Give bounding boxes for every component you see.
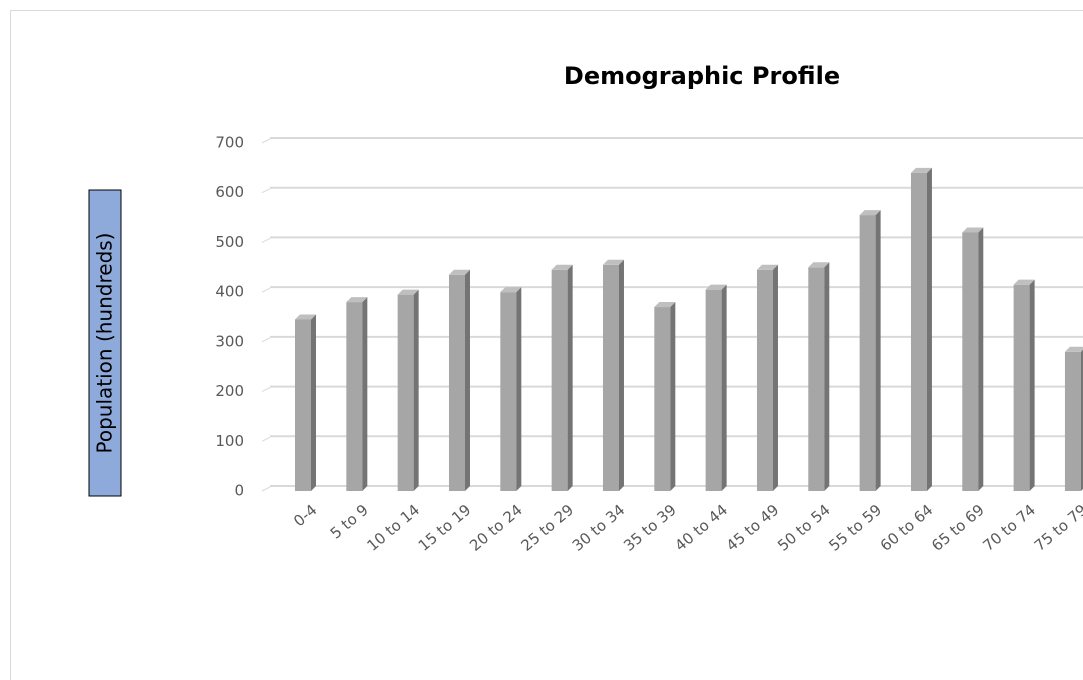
bar-top <box>346 297 368 303</box>
bar-side <box>772 264 778 491</box>
y-tick-label: 500 <box>215 233 244 251</box>
y-tick-label: 600 <box>215 183 244 201</box>
bar-side <box>464 269 470 491</box>
bar-top <box>397 289 419 295</box>
bar-side <box>721 284 727 491</box>
y-axis-label-box <box>88 189 122 497</box>
tick-mark <box>261 138 271 144</box>
bar-front <box>1013 284 1030 491</box>
y-tick-label: 0 <box>234 482 244 500</box>
bar-top <box>654 302 676 308</box>
bar <box>551 264 573 491</box>
bar <box>448 269 470 491</box>
bar <box>705 284 727 491</box>
bar-front <box>346 302 363 491</box>
bar-top <box>756 264 778 270</box>
bar-side <box>875 210 881 492</box>
bar <box>602 259 624 491</box>
bar-front <box>500 292 517 491</box>
chart-frame <box>10 10 1083 680</box>
bar <box>346 297 368 491</box>
bar-side <box>926 167 932 492</box>
bar-top <box>1013 279 1035 285</box>
bar <box>756 264 778 491</box>
bar-top <box>859 210 881 216</box>
tick-mark <box>261 436 271 442</box>
bar-front <box>910 172 927 492</box>
bar <box>808 262 830 491</box>
bar <box>654 302 676 491</box>
bar-front <box>551 269 568 491</box>
bar-top <box>808 262 830 268</box>
bar-front <box>1064 351 1081 491</box>
bar-front <box>808 267 825 491</box>
tick-mark <box>261 188 271 194</box>
bar-front <box>705 289 722 491</box>
bar-side <box>516 287 522 491</box>
bar-side <box>311 314 316 491</box>
bar-side <box>413 289 419 491</box>
bar-top <box>500 287 522 293</box>
bar <box>1013 279 1035 491</box>
bar-side <box>1080 349 1083 491</box>
bar-front <box>962 232 979 491</box>
bar <box>500 287 522 491</box>
bar-side <box>567 264 573 491</box>
bar-front <box>654 307 671 491</box>
y-tick-label: 100 <box>215 432 244 450</box>
bar-front <box>295 319 311 491</box>
tick-mark <box>261 337 271 343</box>
bar <box>1064 346 1083 491</box>
bar-top <box>551 264 573 270</box>
bar-front <box>756 269 773 491</box>
bar <box>962 227 984 491</box>
y-tick-label: 400 <box>215 283 244 301</box>
bar-side <box>670 302 676 491</box>
bar <box>859 210 881 492</box>
bar-top <box>1064 346 1083 352</box>
bar-top <box>295 314 316 320</box>
bar <box>397 289 419 491</box>
bar-top <box>705 284 727 290</box>
chart-title: Demographic Profile <box>564 62 840 90</box>
bar-side <box>618 259 624 491</box>
tick-mark <box>261 486 271 492</box>
tick-mark <box>261 387 271 393</box>
y-tick-label: 200 <box>215 382 244 400</box>
y-tick-label: 300 <box>215 332 244 350</box>
bar-front <box>859 215 876 492</box>
y-tick-label: 700 <box>215 134 244 152</box>
bar-front <box>448 274 465 491</box>
bar-side <box>1029 279 1035 491</box>
bar-top <box>910 167 932 173</box>
tick-mark <box>261 237 271 243</box>
bar-side <box>824 262 830 491</box>
y-axis-label: Population (hundreds) <box>93 233 117 454</box>
bar-top <box>962 227 984 233</box>
tick-mark <box>261 287 271 293</box>
bar-top <box>448 269 470 275</box>
bar <box>295 314 316 491</box>
bar-front <box>397 294 414 491</box>
bar-top <box>602 259 624 265</box>
bar <box>910 167 932 492</box>
bar-side <box>978 227 984 491</box>
bar-front <box>602 264 619 491</box>
bar-side <box>362 297 368 491</box>
